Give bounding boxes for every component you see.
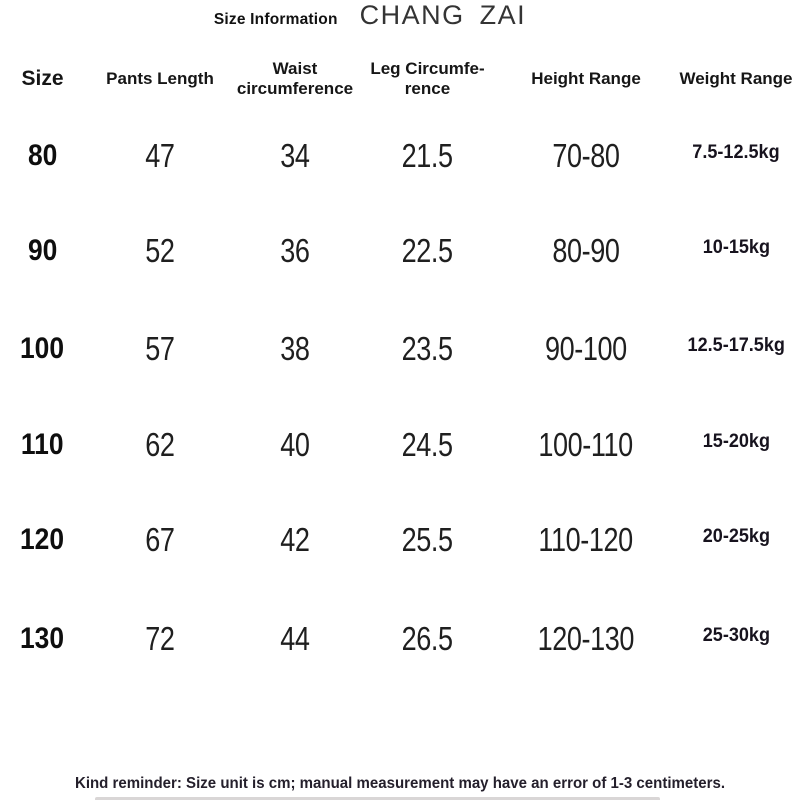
column-header-leg: Leg Circumfe- rence bbox=[370, 58, 485, 98]
cell-size: 110 bbox=[21, 428, 64, 461]
cell-height-range: 80-90 bbox=[552, 231, 620, 269]
cell-pants-length: 62 bbox=[145, 426, 175, 463]
cell-waist: 44 bbox=[280, 620, 310, 657]
column-header-pants-length: Pants Length bbox=[106, 68, 214, 88]
cell-leg: 23.5 bbox=[401, 330, 454, 367]
cell-waist: 42 bbox=[280, 521, 310, 558]
cell-size: 130 bbox=[20, 622, 65, 655]
cell-waist: 34 bbox=[280, 136, 310, 174]
cell-leg: 22.5 bbox=[401, 231, 454, 269]
column-header-waist: Waist circumference bbox=[236, 58, 354, 98]
cell-leg: 24.5 bbox=[401, 426, 454, 463]
cell-pants-length: 72 bbox=[145, 620, 175, 657]
cell-weight-range: 15-20kg bbox=[702, 431, 770, 452]
bottom-banner-edge bbox=[95, 797, 660, 800]
cell-pants-length: 67 bbox=[145, 521, 175, 558]
cell-pants-length: 47 bbox=[145, 136, 175, 174]
cell-size: 90 bbox=[27, 233, 58, 267]
column-header-weight-range: Weight Range bbox=[679, 68, 793, 88]
cell-leg: 21.5 bbox=[401, 136, 454, 174]
cell-weight-range: 12.5-17.5kg bbox=[687, 335, 785, 356]
cell-weight-range: 7.5-12.5kg bbox=[692, 141, 780, 163]
cell-size: 120 bbox=[20, 523, 65, 556]
cell-weight-range: 10-15kg bbox=[702, 236, 770, 258]
page-header: Size Information CHANG ZAI bbox=[0, 0, 770, 32]
reminder-note: Kind reminder: Size unit is cm; manual m… bbox=[74, 775, 726, 792]
cell-waist: 38 bbox=[280, 330, 310, 367]
cell-pants-length: 57 bbox=[145, 330, 175, 367]
cell-height-range: 70-80 bbox=[552, 136, 620, 174]
cell-pants-length: 52 bbox=[145, 231, 175, 269]
cell-waist: 36 bbox=[280, 231, 310, 269]
cell-height-range: 110-120 bbox=[538, 521, 634, 558]
cell-height-range: 100-110 bbox=[538, 426, 634, 463]
cell-size: 80 bbox=[27, 138, 58, 172]
page-subtitle: Size Information bbox=[213, 11, 338, 28]
cell-leg: 26.5 bbox=[401, 620, 454, 657]
cell-leg: 25.5 bbox=[401, 521, 454, 558]
cell-size: 100 bbox=[20, 332, 65, 365]
brand-logo-text: CHANG ZAI bbox=[359, 0, 527, 30]
column-header-size: Size bbox=[21, 67, 64, 91]
cell-waist: 40 bbox=[280, 426, 310, 463]
cell-height-range: 120-130 bbox=[537, 620, 635, 657]
size-table: Size Pants Length Waist circumference Le… bbox=[0, 48, 800, 690]
cell-height-range: 90-100 bbox=[545, 330, 627, 367]
column-header-height-range: Height Range bbox=[531, 68, 641, 88]
cell-weight-range: 20-25kg bbox=[702, 526, 770, 547]
cell-weight-range: 25-30kg bbox=[702, 625, 770, 646]
